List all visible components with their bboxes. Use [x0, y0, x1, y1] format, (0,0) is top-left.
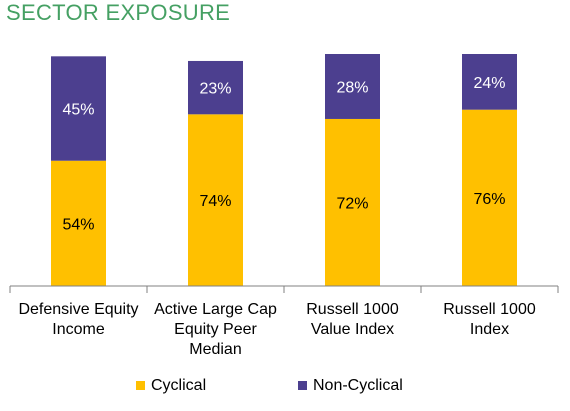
value-labels-layer: 54% 45% 74% 23% 72% 28% 76% 24% — [62, 75, 505, 234]
category-label-1-line-2: Income — [52, 321, 105, 338]
category-label-2-line-2: Equity Peer — [174, 321, 257, 338]
data-label-non-cyclical-2: 23% — [199, 81, 231, 98]
data-label-cyclical-4: 76% — [473, 191, 505, 208]
data-label-cyclical-1: 54% — [62, 216, 94, 233]
bar-cyclical-2 — [188, 114, 243, 286]
data-label-non-cyclical-4: 24% — [473, 75, 505, 92]
axis-layer — [9, 285, 559, 293]
bar-cyclical-1 — [51, 160, 106, 286]
legend: Cyclical Non-Cyclical — [136, 377, 403, 394]
legend-label-cyclical: Cyclical — [151, 377, 206, 394]
category-labels-layer: Defensive Equity Income Active Large Cap Eq… — [18, 301, 535, 358]
data-label-cyclical-2: 74% — [199, 193, 231, 210]
data-label-non-cyclical-3: 28% — [336, 79, 368, 96]
category-label-4-line-2: Index — [470, 321, 509, 338]
bar-cyclical-4 — [462, 109, 517, 287]
data-label-cyclical-3: 72% — [336, 195, 368, 212]
data-label-non-cyclical-1: 45% — [62, 102, 94, 119]
bar-non-cyclical-2 — [188, 60, 243, 115]
bars-layer — [51, 54, 517, 287]
category-label-1-line-1: Defensive Equity — [18, 301, 138, 318]
category-label-2-line-1: Active Large Cap — [154, 301, 277, 318]
legend-swatch-non-cyclical — [298, 381, 307, 390]
chart-title: SECTOR EXPOSURE — [6, 0, 231, 25]
legend-swatch-cyclical — [136, 381, 145, 390]
category-label-3-line-1: Russell 1000 — [306, 301, 399, 318]
bar-non-cyclical-4 — [462, 54, 517, 110]
bar-cyclical-3 — [325, 118, 380, 287]
bar-non-cyclical-1 — [51, 56, 106, 161]
category-label-4-line-1: Russell 1000 — [443, 301, 536, 318]
category-label-3-line-2: Value Index — [311, 321, 394, 338]
category-label-2-line-3: Median — [189, 341, 241, 358]
bar-non-cyclical-3 — [325, 54, 380, 119]
legend-label-non-cyclical: Non-Cyclical — [313, 377, 403, 394]
